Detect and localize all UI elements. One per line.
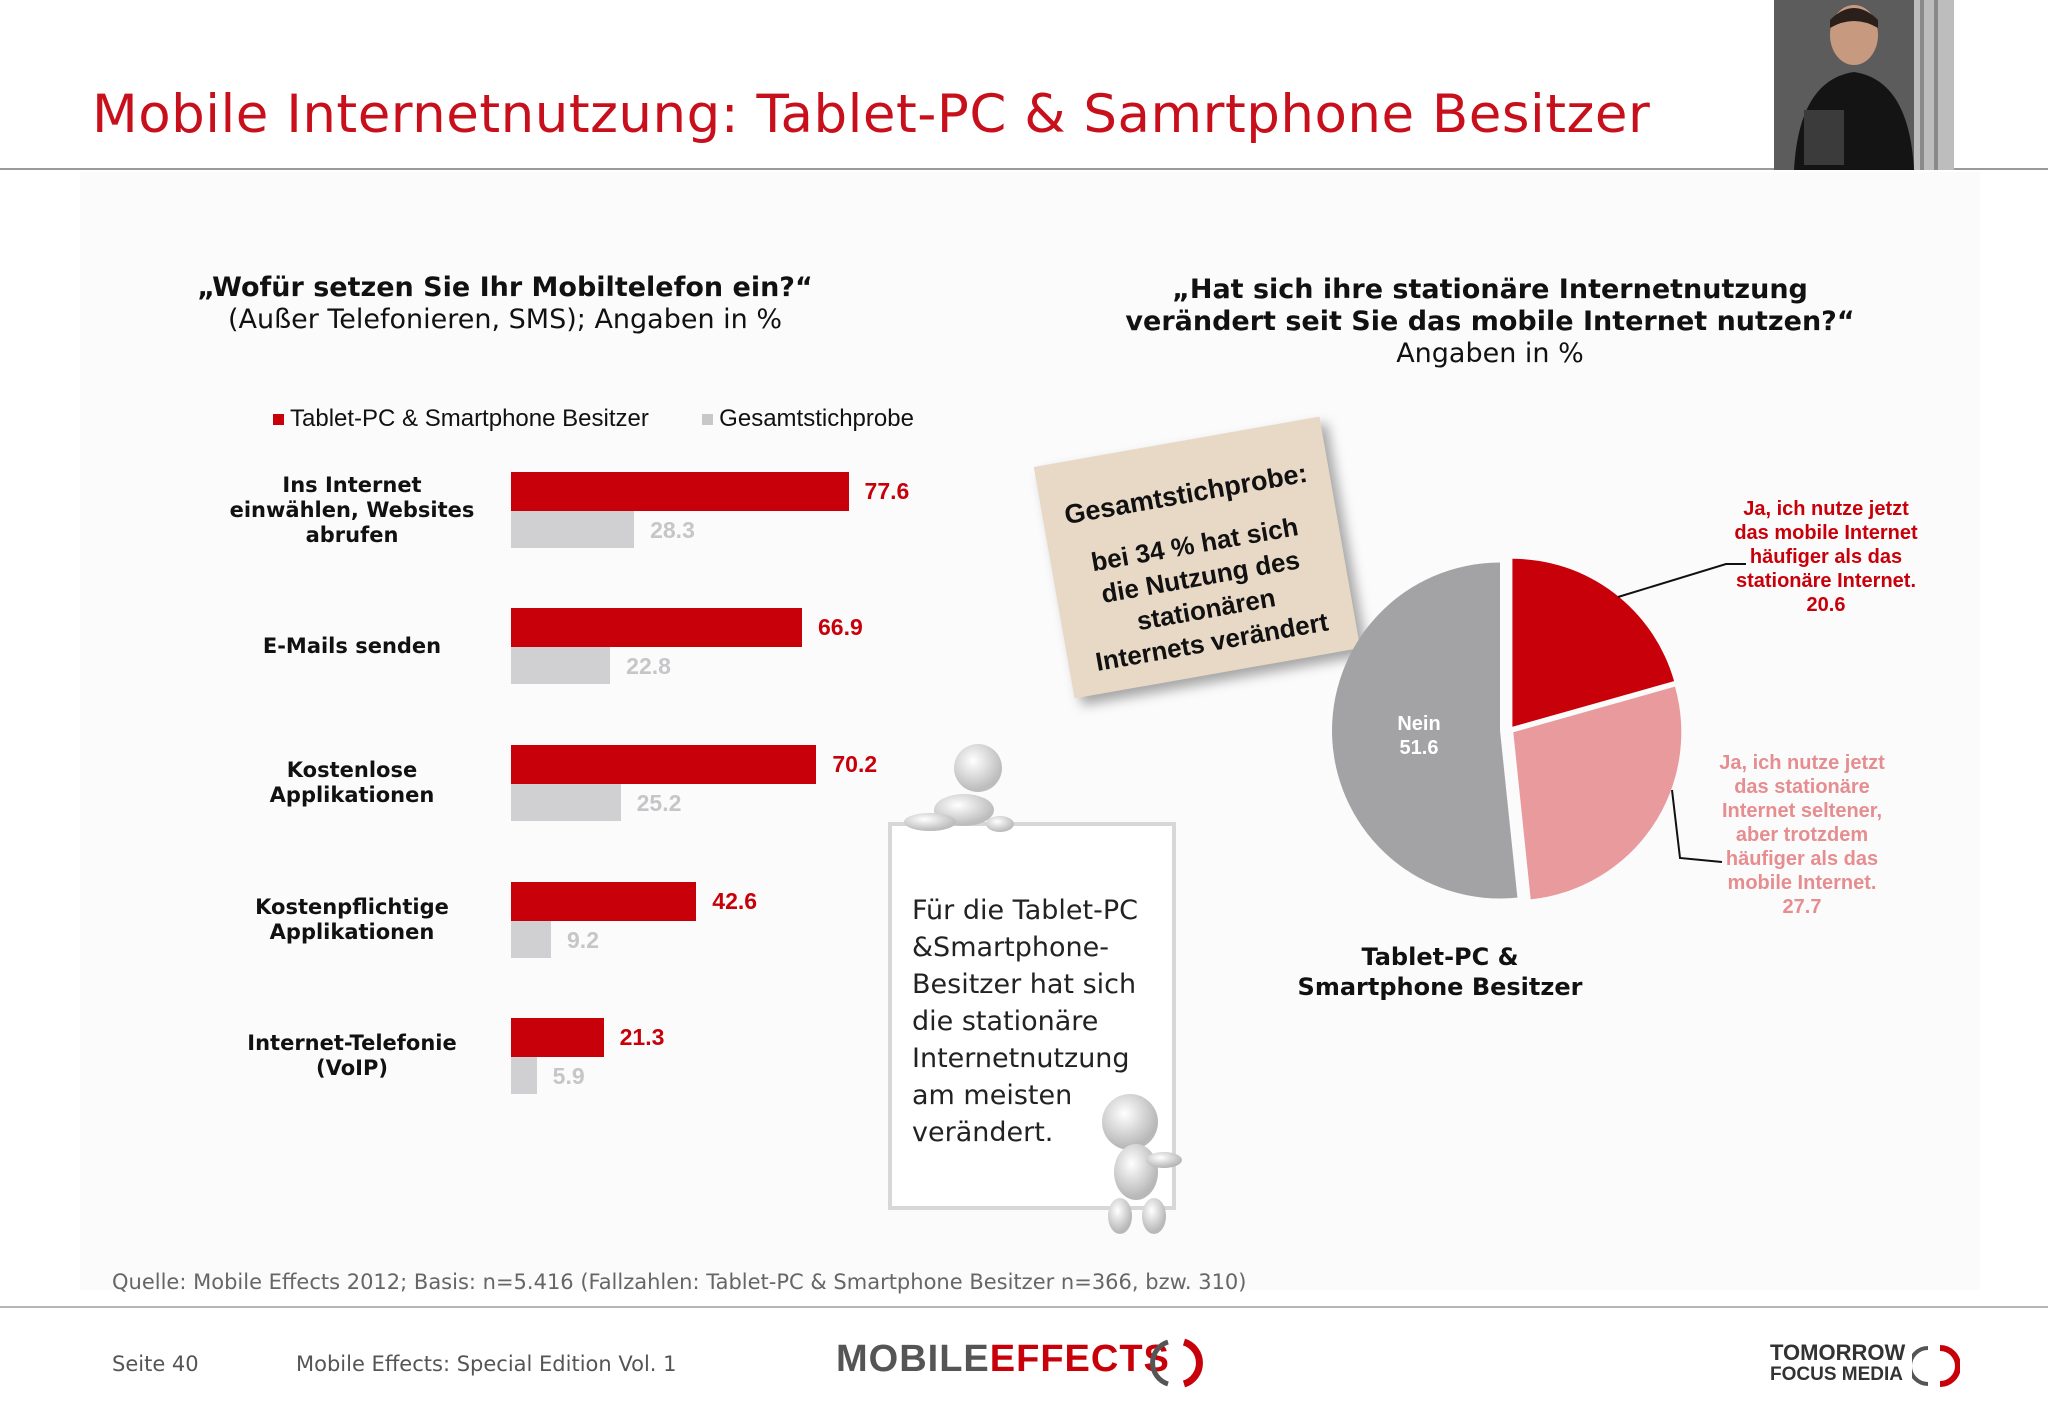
- bar-value-label-total: 28.3: [650, 517, 695, 543]
- right-question-line1: „Hat sich ihre stationäre Internetnutzun…: [1172, 274, 1808, 305]
- bar-value-label-owners: 66.9: [818, 614, 863, 640]
- mobile-effects-logo-mark: [1150, 1338, 1203, 1388]
- leader-line-stationary: [1671, 789, 1723, 863]
- pie-label-stationary: Ja, ich nutze jetzt das stationäre Inter…: [1712, 751, 1892, 919]
- pie-label-mobile-value: 20.6: [1806, 594, 1846, 616]
- pie-slice-stationary: [1513, 686, 1682, 900]
- legend-swatch-red: [273, 414, 284, 426]
- figure-top-icon: [904, 744, 1014, 832]
- frame-message-text: Für die Tablet-PC &Smartphone-Besitzer h…: [912, 895, 1138, 1148]
- legend-item-owners: Tablet-PC & Smartphone Besitzer: [273, 405, 649, 432]
- mobile-effects-logo: MOBILEEFFECTS: [836, 1338, 1170, 1380]
- page-title: Mobile Internetnutzung: Tablet-PC & Samr…: [92, 84, 1651, 145]
- title-divider-right: [1954, 168, 2048, 170]
- category-label: Internet-Telefonie (VoIP): [247, 1031, 457, 1080]
- bar-owners: [511, 608, 802, 647]
- legend-swatch-grey: [702, 414, 714, 426]
- pie-chart: [1332, 558, 1682, 900]
- bar-value-label-total: 9.2: [567, 927, 599, 953]
- bar-value-label-owners: 21.3: [619, 1024, 665, 1050]
- page-number: Seite 40: [112, 1352, 199, 1376]
- source-note: Quelle: Mobile Effects 2012; Basis: n=5.…: [112, 1270, 1247, 1294]
- legend-item-total: Gesamtstichprobe: [702, 405, 914, 432]
- bar-value-label-owners: 42.6: [712, 888, 758, 914]
- pie-label-stationary-value: 27.7: [1782, 896, 1822, 918]
- bar-total: [511, 921, 552, 958]
- bar-total: [511, 647, 611, 684]
- bar-value-label-owners: 77.6: [864, 478, 910, 504]
- category-label: Ins Internet einwählen, Websites abrufen: [229, 472, 475, 547]
- pie-caption: Tablet-PC & Smartphone Besitzer: [1260, 942, 1620, 1002]
- bar-value-label-total: 5.9: [552, 1063, 585, 1089]
- leader-line-mobile: [1617, 563, 1746, 598]
- category-label: Kostenpflichtige Applikationen: [255, 895, 449, 944]
- bar-owners: [511, 1018, 604, 1057]
- figure-bottom-icon: [1102, 1094, 1182, 1234]
- tomorrow-focus-logo: TOMORROW FOCUS MEDIA: [1770, 1340, 1906, 1386]
- right-question-line3: Angaben in %: [1396, 338, 1584, 369]
- left-question-line1: „Wofür setzen Sie Ihr Mobiltelefon ein?“: [197, 272, 813, 303]
- category-label: Kostenlose Applikationen: [269, 758, 435, 807]
- pie-label-mobile: Ja, ich nutze jetzt das mobile Internet …: [1728, 497, 1924, 617]
- title-divider: [0, 168, 1774, 170]
- bar-value-label-owners: 70.2: [832, 751, 878, 777]
- bar-owners: [511, 472, 849, 511]
- left-question-line2: (Außer Telefonieren, SMS); Angaben in %: [227, 304, 783, 335]
- chart-legend: Tablet-PC & Smartphone Besitzer Gesamtst…: [273, 405, 914, 433]
- pie-slice-nein: [1332, 562, 1518, 899]
- pie-label-mobile-text: Ja, ich nutze jetzt das mobile Internet …: [1734, 498, 1918, 592]
- category-label: E-Mails senden: [262, 633, 442, 658]
- pie-label-nein: Nein 51.6: [1346, 712, 1492, 760]
- pie-label-nein-value: 51.6: [1399, 737, 1439, 759]
- pie-slice-mobile: [1512, 558, 1675, 727]
- bar-value-label-total: 25.2: [636, 790, 682, 816]
- bar-total: [511, 511, 635, 548]
- right-chart-question: „Hat sich ihre stationäre Internetnutzun…: [1090, 274, 1890, 370]
- legend-label-owners: Tablet-PC & Smartphone Besitzer: [290, 405, 649, 432]
- pie-caption-line2: Smartphone Besitzer: [1297, 973, 1583, 1001]
- header-photo: [1774, 0, 1954, 170]
- bar-owners: [511, 745, 817, 784]
- left-chart-question: „Wofür setzen Sie Ihr Mobiltelefon ein?“…: [180, 272, 830, 336]
- bar-chart: Ins Internet einwählen, Websites abrufen 77…: [0, 0, 1000, 1150]
- bar-value-label-total: 22.8: [626, 653, 671, 679]
- pie-caption-line1: Tablet-PC &: [1361, 943, 1519, 971]
- pie-label-nein-name: Nein: [1397, 713, 1441, 735]
- pie-label-stationary-text: Ja, ich nutze jetzt das stationäre Inter…: [1719, 752, 1885, 894]
- right-question-line2: verändert seit Sie das mobile Internet n…: [1125, 306, 1855, 337]
- bar-total: [511, 784, 621, 821]
- legend-label-total: Gesamtstichprobe: [719, 405, 914, 432]
- bar-total: [511, 1057, 537, 1094]
- bar-owners: [511, 882, 697, 921]
- tomorrow-focus-logo-mark: [1912, 1345, 1960, 1387]
- edition-label: Mobile Effects: Special Edition Vol. 1: [296, 1352, 677, 1376]
- footer-divider: [0, 1306, 2048, 1308]
